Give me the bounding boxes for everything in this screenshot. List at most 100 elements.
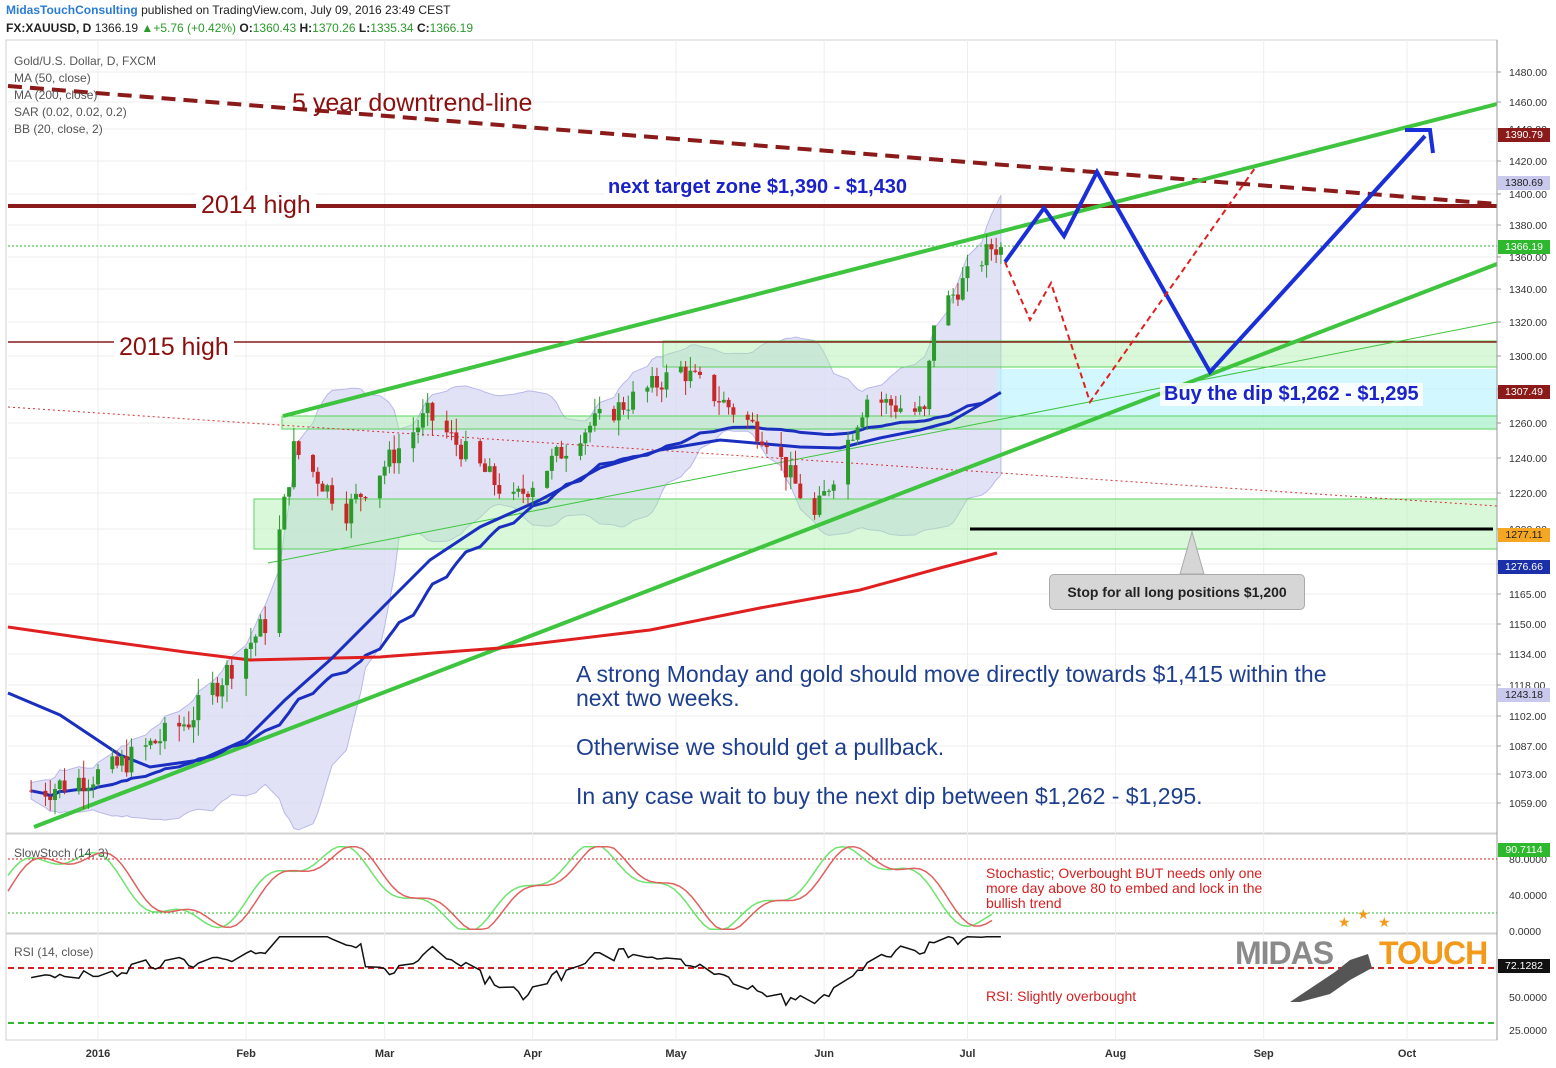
candle-body (611, 408, 616, 421)
candle-body (511, 491, 516, 494)
moving-averages (7, 391, 1002, 798)
candle (659, 381, 664, 403)
y-tick-label: 1400.00 (1509, 189, 1547, 201)
candle (855, 425, 860, 445)
candle-body (143, 745, 148, 747)
x-tick-label: Aug (1105, 1048, 1126, 1060)
price-tag: 1277.11 (1498, 528, 1550, 542)
candle-body (210, 682, 215, 696)
candle (965, 254, 970, 292)
rsi-note: RSI: Slightly overbought (986, 988, 1137, 1004)
candle-body (291, 441, 296, 488)
candle (884, 393, 889, 415)
candle (578, 434, 583, 461)
candle (783, 456, 788, 491)
candle (994, 237, 999, 264)
candle-body (492, 466, 497, 486)
y-tick-label: 1102.00 (1509, 711, 1546, 723)
candle-body (850, 439, 855, 441)
x-tick-label: Sep (1254, 1048, 1274, 1060)
logo-star-icon: ★ (1338, 914, 1351, 930)
pane-1 (5, 833, 1498, 934)
candle-body (277, 529, 282, 634)
candle-body (946, 295, 951, 326)
candle-body (846, 439, 851, 485)
rsi-legend[interactable]: RSI (14, close) (14, 945, 94, 959)
candle (712, 374, 717, 407)
candle-body (129, 746, 134, 773)
candle-body (382, 466, 387, 476)
candle (463, 430, 468, 462)
publisher-link[interactable]: MidasTouchConsulting (6, 3, 138, 17)
candle-body (922, 406, 927, 410)
candle-body (645, 387, 650, 392)
candle-body (545, 470, 550, 488)
candle (162, 717, 167, 750)
candle (392, 435, 397, 474)
y-tick-label: 1340.00 (1509, 284, 1547, 296)
candle-body (650, 375, 655, 388)
candle-body (889, 399, 894, 406)
candle-body (616, 402, 621, 421)
candle (559, 440, 564, 460)
candle-body (482, 463, 487, 472)
candle-body (893, 405, 898, 412)
series-title[interactable]: Gold/U.S. Dollar, D, FXCM (14, 54, 157, 68)
candle-body (860, 417, 865, 428)
price-tag: 1390.79 (1498, 128, 1550, 142)
candle (158, 728, 163, 755)
downtrend-line (7, 84, 1498, 206)
y-tick-label: 1240.00 (1509, 453, 1547, 465)
logo-graphic (1290, 954, 1372, 1002)
bb-legend[interactable]: BB (20, close, 2) (14, 122, 103, 136)
candle-body (717, 401, 722, 403)
candle (482, 458, 487, 473)
candle (115, 750, 120, 769)
candle (224, 660, 229, 702)
candle-body (779, 447, 784, 457)
candle (678, 360, 683, 374)
stoch-k-line (7, 845, 993, 931)
candle (53, 783, 58, 815)
candle (554, 445, 559, 463)
candle-body (196, 695, 201, 721)
candle-body (626, 409, 631, 411)
sar-legend[interactable]: SAR (0.02, 0.02, 0.2) (14, 105, 127, 119)
candle (48, 780, 53, 811)
x-tick-label: 2016 (86, 1048, 110, 1060)
candle-body (812, 498, 817, 515)
candle-body (153, 740, 158, 744)
x-tick-label: Oct (1398, 1048, 1417, 1060)
candle (76, 768, 81, 795)
candle-body (755, 421, 760, 442)
stop-label: Stop for all long positions $1,200 (1049, 574, 1305, 610)
candle-body (258, 619, 263, 637)
candle-body (578, 443, 583, 456)
candle-body (86, 787, 91, 792)
candle-body (898, 408, 903, 412)
ma50-legend[interactable]: MA (50, close) (14, 71, 91, 85)
candle-body (731, 407, 736, 415)
candle (86, 779, 91, 809)
stoch-legend[interactable]: SlowStoch (14, 3) (14, 846, 109, 860)
candle (611, 405, 616, 423)
candle (353, 483, 358, 504)
candle-body (387, 449, 392, 467)
candle (717, 386, 722, 415)
candle-body (788, 465, 793, 478)
support-zone-lower (253, 498, 1498, 550)
ma200-legend[interactable]: MA (200, close) (14, 88, 98, 102)
candle-body (726, 399, 731, 408)
candle-body (158, 741, 163, 744)
candle-body (955, 294, 960, 300)
candle (263, 606, 268, 645)
candle-body (932, 325, 937, 361)
bollinger-band (30, 195, 1002, 831)
candle-body (263, 619, 268, 634)
candle-body (592, 413, 597, 426)
candle-body (296, 441, 301, 455)
y-tick-label: 1220.00 (1509, 488, 1547, 500)
ma50-extended (7, 393, 998, 769)
candle (511, 482, 516, 501)
candle (798, 473, 803, 500)
